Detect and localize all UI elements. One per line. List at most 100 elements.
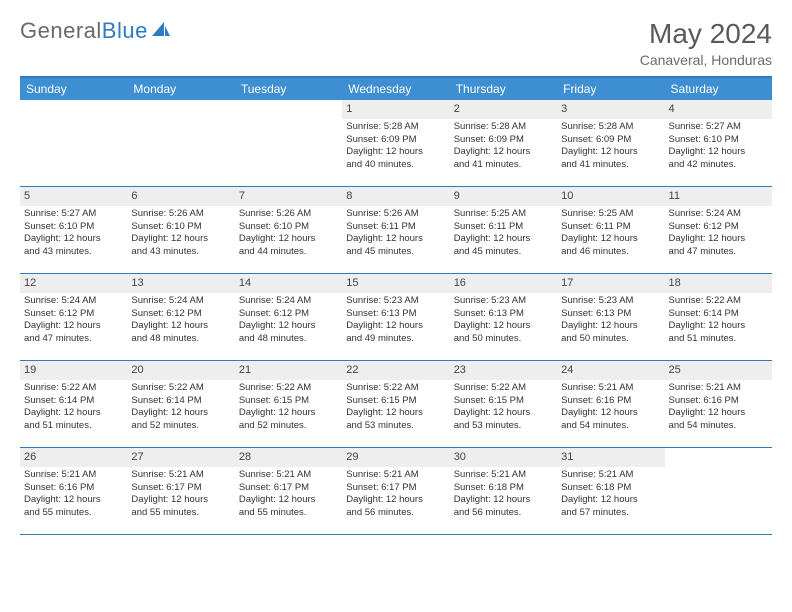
day-info-line: Sunset: 6:12 PM (24, 308, 123, 321)
day-info-line: and 49 minutes. (346, 333, 445, 346)
day-cell: 16Sunrise: 5:23 AMSunset: 6:13 PMDayligh… (450, 274, 557, 360)
week-row: 19Sunrise: 5:22 AMSunset: 6:14 PMDayligh… (20, 361, 772, 448)
day-body: Sunrise: 5:26 AMSunset: 6:10 PMDaylight:… (235, 206, 342, 263)
page-title: May 2024 (640, 18, 772, 50)
day-body: Sunrise: 5:21 AMSunset: 6:16 PMDaylight:… (557, 380, 664, 437)
day-info-line: Daylight: 12 hours (239, 320, 338, 333)
day-cell (665, 448, 772, 534)
day-info-line: Sunrise: 5:25 AM (561, 208, 660, 221)
day-info-line: and 50 minutes. (454, 333, 553, 346)
day-number: 3 (557, 100, 664, 119)
day-info-line: Daylight: 12 hours (239, 407, 338, 420)
day-number: 1 (342, 100, 449, 119)
day-info-line: Daylight: 12 hours (454, 233, 553, 246)
day-info-line: and 56 minutes. (346, 507, 445, 520)
day-body: Sunrise: 5:24 AMSunset: 6:12 PMDaylight:… (235, 293, 342, 350)
day-number: 14 (235, 274, 342, 293)
day-cell (127, 100, 234, 186)
day-info-line: and 54 minutes. (669, 420, 768, 433)
day-body: Sunrise: 5:21 AMSunset: 6:16 PMDaylight:… (665, 380, 772, 437)
day-info-line: Daylight: 12 hours (454, 494, 553, 507)
day-info-line: Daylight: 12 hours (561, 494, 660, 507)
day-number: 8 (342, 187, 449, 206)
day-cell: 11Sunrise: 5:24 AMSunset: 6:12 PMDayligh… (665, 187, 772, 273)
logo: GeneralBlue (20, 18, 172, 44)
title-block: May 2024 Canaveral, Honduras (640, 18, 772, 68)
day-info-line: Sunset: 6:10 PM (669, 134, 768, 147)
day-body (665, 467, 772, 473)
day-info-line: Daylight: 12 hours (131, 407, 230, 420)
day-info-line: Sunset: 6:14 PM (131, 395, 230, 408)
day-body: Sunrise: 5:28 AMSunset: 6:09 PMDaylight:… (450, 119, 557, 176)
day-info-line: Sunset: 6:11 PM (454, 221, 553, 234)
weeks-container: 1Sunrise: 5:28 AMSunset: 6:09 PMDaylight… (20, 100, 772, 535)
day-info-line: Sunrise: 5:22 AM (454, 382, 553, 395)
day-info-line: Sunrise: 5:28 AM (346, 121, 445, 134)
day-number: 11 (665, 187, 772, 206)
day-info-line: Sunrise: 5:24 AM (24, 295, 123, 308)
day-cell: 8Sunrise: 5:26 AMSunset: 6:11 PMDaylight… (342, 187, 449, 273)
weekday-header: Sunday (20, 78, 127, 100)
day-cell: 13Sunrise: 5:24 AMSunset: 6:12 PMDayligh… (127, 274, 234, 360)
day-info-line: and 48 minutes. (239, 333, 338, 346)
day-info-line: and 50 minutes. (561, 333, 660, 346)
day-info-line: Sunset: 6:18 PM (454, 482, 553, 495)
day-body: Sunrise: 5:25 AMSunset: 6:11 PMDaylight:… (450, 206, 557, 263)
day-info-line: Sunset: 6:13 PM (346, 308, 445, 321)
day-info-line: and 48 minutes. (131, 333, 230, 346)
day-info-line: and 41 minutes. (454, 159, 553, 172)
day-cell: 2Sunrise: 5:28 AMSunset: 6:09 PMDaylight… (450, 100, 557, 186)
day-info-line: Sunrise: 5:23 AM (346, 295, 445, 308)
day-number: 16 (450, 274, 557, 293)
day-cell: 26Sunrise: 5:21 AMSunset: 6:16 PMDayligh… (20, 448, 127, 534)
day-number (665, 448, 772, 467)
day-number: 28 (235, 448, 342, 467)
day-info-line: Sunrise: 5:22 AM (131, 382, 230, 395)
day-body: Sunrise: 5:22 AMSunset: 6:15 PMDaylight:… (450, 380, 557, 437)
day-info-line: Daylight: 12 hours (131, 233, 230, 246)
day-info-line: and 51 minutes. (24, 420, 123, 433)
day-info-line: and 57 minutes. (561, 507, 660, 520)
day-info-line: Sunrise: 5:22 AM (239, 382, 338, 395)
week-row: 5Sunrise: 5:27 AMSunset: 6:10 PMDaylight… (20, 187, 772, 274)
day-info-line: Sunset: 6:09 PM (346, 134, 445, 147)
day-body: Sunrise: 5:21 AMSunset: 6:17 PMDaylight:… (342, 467, 449, 524)
day-info-line: Sunrise: 5:28 AM (454, 121, 553, 134)
day-info-line: and 55 minutes. (24, 507, 123, 520)
day-info-line: Sunrise: 5:27 AM (669, 121, 768, 134)
day-info-line: Daylight: 12 hours (561, 407, 660, 420)
week-row: 26Sunrise: 5:21 AMSunset: 6:16 PMDayligh… (20, 448, 772, 535)
week-row: 12Sunrise: 5:24 AMSunset: 6:12 PMDayligh… (20, 274, 772, 361)
day-info-line: Sunset: 6:12 PM (239, 308, 338, 321)
day-info-line: and 55 minutes. (239, 507, 338, 520)
weekday-header: Monday (127, 78, 234, 100)
day-cell: 24Sunrise: 5:21 AMSunset: 6:16 PMDayligh… (557, 361, 664, 447)
day-info-line: Sunset: 6:13 PM (454, 308, 553, 321)
day-body: Sunrise: 5:22 AMSunset: 6:14 PMDaylight:… (665, 293, 772, 350)
day-info-line: and 43 minutes. (24, 246, 123, 259)
day-info-line: Sunset: 6:17 PM (131, 482, 230, 495)
day-number: 18 (665, 274, 772, 293)
weekday-header: Tuesday (235, 78, 342, 100)
day-body: Sunrise: 5:23 AMSunset: 6:13 PMDaylight:… (557, 293, 664, 350)
day-info-line: Daylight: 12 hours (454, 407, 553, 420)
day-info-line: Sunset: 6:12 PM (131, 308, 230, 321)
day-info-line: Daylight: 12 hours (24, 407, 123, 420)
day-info-line: Daylight: 12 hours (346, 320, 445, 333)
day-info-line: Daylight: 12 hours (669, 320, 768, 333)
day-number: 4 (665, 100, 772, 119)
day-number: 30 (450, 448, 557, 467)
day-body (127, 119, 234, 125)
day-number: 27 (127, 448, 234, 467)
day-number: 12 (20, 274, 127, 293)
day-body: Sunrise: 5:27 AMSunset: 6:10 PMDaylight:… (20, 206, 127, 263)
day-number: 26 (20, 448, 127, 467)
day-cell: 21Sunrise: 5:22 AMSunset: 6:15 PMDayligh… (235, 361, 342, 447)
day-info-line: Sunrise: 5:22 AM (24, 382, 123, 395)
day-info-line: Sunset: 6:09 PM (454, 134, 553, 147)
day-cell: 23Sunrise: 5:22 AMSunset: 6:15 PMDayligh… (450, 361, 557, 447)
day-info-line: and 45 minutes. (454, 246, 553, 259)
day-info-line: Daylight: 12 hours (131, 494, 230, 507)
day-info-line: Sunrise: 5:22 AM (346, 382, 445, 395)
day-number: 25 (665, 361, 772, 380)
